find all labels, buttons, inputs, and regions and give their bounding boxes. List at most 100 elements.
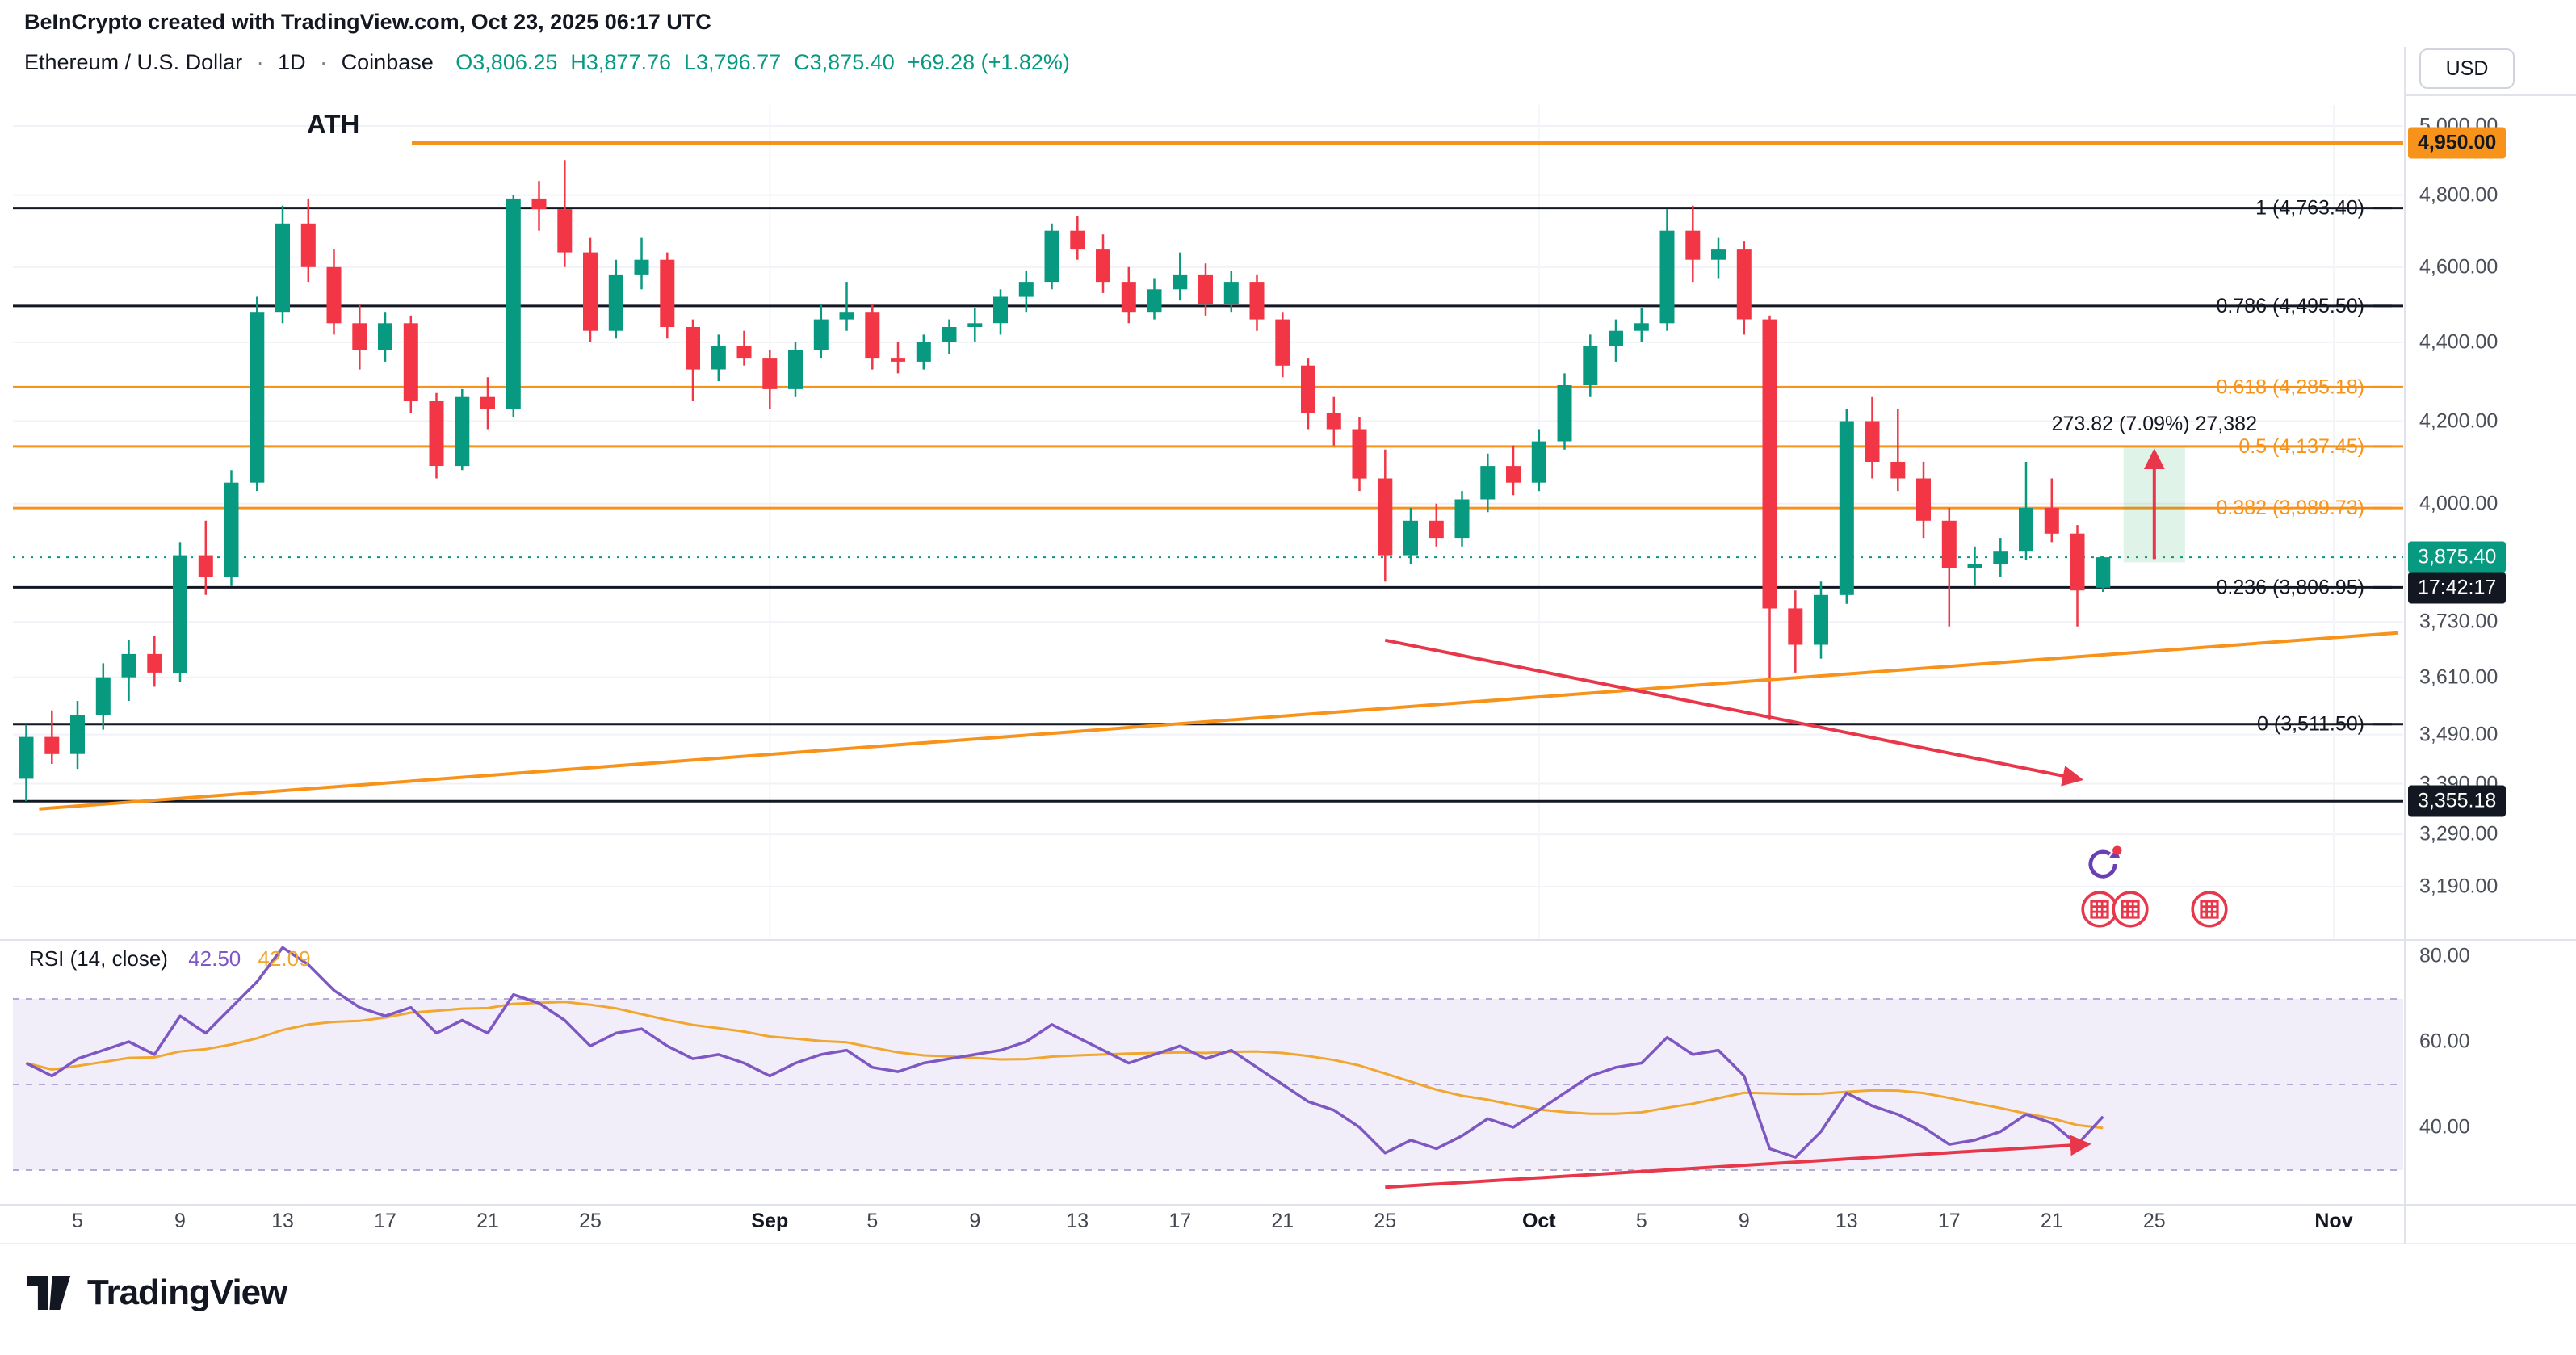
candle-body	[198, 555, 213, 577]
rsi-title-text: RSI (14, close)	[29, 946, 168, 971]
candle-body	[250, 312, 265, 483]
time-axis-label: 9	[969, 1210, 981, 1232]
fib-level-label: 0.382 (3,989.73)	[2217, 497, 2364, 519]
candle-body	[1070, 230, 1085, 250]
watermark-text: BeInCrypto created with TradingView.com,…	[24, 10, 711, 34]
sync-icon[interactable]	[2082, 843, 2124, 885]
bar-countdown-tag: 17:42:17	[2408, 572, 2507, 604]
price-axis-label: 3,490.00	[2419, 723, 2498, 746]
price-axis-label: 4,800.00	[2419, 183, 2498, 207]
candle-body	[1506, 466, 1521, 483]
grid-icon-glyph	[2112, 891, 2149, 928]
time-axis-label: 5	[1635, 1210, 1647, 1232]
bearish-arrow[interactable]	[1384, 638, 2084, 787]
time-axis-label: 17	[1168, 1210, 1192, 1232]
time-axis-label: 21	[1271, 1210, 1294, 1232]
candle-body	[993, 296, 1008, 324]
candle-body	[1916, 478, 1931, 521]
candle-body	[1531, 441, 1546, 483]
candle-body	[942, 327, 957, 342]
rsi-line	[25, 946, 2104, 1159]
candle-body	[1583, 346, 1598, 385]
candle-body	[865, 312, 880, 359]
candle-body	[1839, 421, 1854, 595]
candle-body	[224, 482, 239, 577]
support-trendline[interactable]	[39, 631, 2398, 811]
price-axis-label: 4,400.00	[2419, 330, 2498, 354]
currency-button[interactable]: USD	[2419, 48, 2515, 89]
exchange-label[interactable]: Coinbase	[341, 50, 434, 74]
footer-logo[interactable]: TradingView	[27, 1273, 287, 1313]
candle-body	[1429, 520, 1444, 539]
candle-body	[583, 252, 598, 331]
candle-body	[429, 401, 444, 466]
time-axis-label: 5	[866, 1210, 879, 1232]
candle-body	[736, 346, 752, 359]
price-axis-label: 3,190.00	[2419, 875, 2498, 898]
candle-body	[403, 323, 418, 401]
symbol-info-row: Ethereum / U.S. Dollar · 1D · Coinbase O…	[24, 50, 1070, 75]
grid-icon[interactable]	[2111, 890, 2150, 929]
candle-body	[608, 274, 623, 331]
low-value: 3,796.77	[696, 50, 782, 74]
low-label: L	[684, 50, 697, 74]
candle-body	[1685, 230, 1701, 260]
candle-body	[1044, 230, 1059, 283]
price-axis-label: 3,730.00	[2419, 610, 2498, 633]
candle-body	[2044, 508, 2059, 534]
candle-body	[1993, 551, 2008, 564]
grid-icon[interactable]	[2190, 890, 2229, 929]
time-axis-label: 17	[1937, 1210, 1961, 1232]
candle-body	[1173, 274, 1188, 290]
time-axis-label: Nov	[2314, 1210, 2353, 1232]
candle-body	[70, 715, 85, 754]
interval-label[interactable]: 1D	[278, 50, 306, 74]
candle-body	[1557, 385, 1572, 442]
price-axis-label: 3,290.00	[2419, 822, 2498, 845]
candle-body	[1609, 330, 1623, 346]
candle-body	[173, 555, 187, 673]
candle-body	[300, 223, 316, 267]
candle-body	[1018, 282, 1034, 297]
change-value: +69.28 (+1.82%)	[907, 50, 1070, 74]
candle-body	[557, 209, 573, 253]
candle-body	[1659, 230, 1675, 324]
candle-body	[788, 350, 803, 389]
candle-body	[275, 223, 290, 313]
time-axis-label: Oct	[1521, 1210, 1556, 1232]
separator-dot: ·	[320, 50, 328, 74]
candle-body	[1121, 282, 1136, 313]
symbol-title[interactable]: Ethereum / U.S. Dollar	[24, 50, 243, 74]
time-axis-label: 13	[271, 1210, 294, 1232]
candle-body	[378, 323, 392, 350]
time-axis-label: 21	[2040, 1210, 2063, 1232]
rsi-indicator-legend[interactable]: RSI (14, close) 42.50 42.09	[29, 946, 311, 971]
fib-level-label: 0.5 (4,137.45)	[2238, 435, 2364, 458]
candle-body	[634, 259, 649, 275]
time-axis-label: 25	[1374, 1210, 1397, 1232]
rsi-ma-value: 42.09	[258, 946, 311, 971]
rsi-axis-label: 80.00	[2419, 944, 2470, 967]
candle-body	[1890, 462, 1906, 479]
rsi-trend-arrow[interactable]	[1385, 1135, 2091, 1189]
candle-body	[660, 259, 675, 327]
open-label: O	[455, 50, 473, 74]
rsi-axis-label: 60.00	[2419, 1030, 2470, 1053]
candle-body	[1762, 319, 1777, 609]
candle-body	[1967, 564, 1982, 568]
open-value: 3,806.25	[472, 50, 558, 74]
rsi-value: 42.50	[188, 946, 241, 971]
candle-body	[1223, 282, 1239, 304]
candle-body	[891, 358, 905, 362]
ohlc-readout: O3,806.25 H3,877.76 L3,796.77 C3,875.40 +69.…	[455, 50, 1070, 74]
close-value: 3,875.40	[809, 50, 895, 74]
candle-body	[1788, 608, 1803, 645]
candle-body	[1941, 520, 1957, 568]
candle-body	[1865, 421, 1880, 462]
candle-body	[1634, 323, 1649, 331]
candle-body	[352, 323, 367, 350]
candle-body	[455, 396, 470, 467]
candle-body	[967, 323, 983, 327]
candle-body	[839, 312, 854, 320]
